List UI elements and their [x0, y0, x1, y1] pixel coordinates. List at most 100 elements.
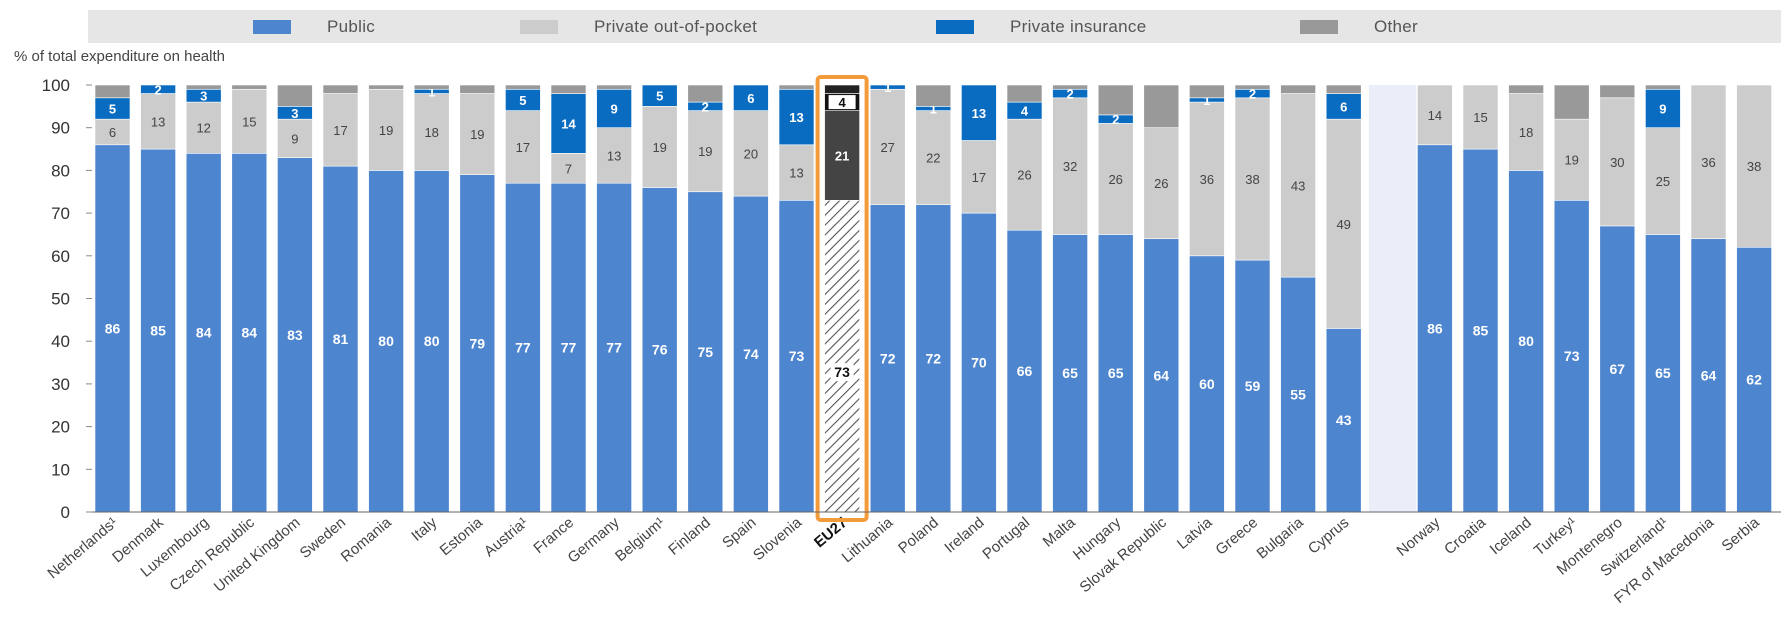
data-label-italy-public: 80 — [424, 333, 440, 349]
data-label-netherlands-public: 86 — [105, 320, 121, 336]
x-tick-label-cyprus: Cyprus — [1305, 514, 1352, 558]
bar-latvia-private-out-of-pocket — [1189, 101, 1225, 257]
bar-croatia-private-out-of-pocket — [1462, 84, 1499, 150]
x-tick-label-bulgaria: Bulgaria — [1254, 514, 1308, 563]
bar-turkey-public — [1553, 199, 1590, 513]
bar-poland-private-out-of-pocket — [915, 110, 952, 205]
bar-estonia-private-out-of-pocket — [459, 93, 496, 175]
data-label-malta-private-insurance: 2 — [1066, 87, 1073, 102]
data-label-slovak-republic-public: 64 — [1154, 367, 1170, 383]
bar-sweden-other — [322, 84, 359, 94]
data-label-latvia-private-insurance: 1 — [1203, 93, 1210, 108]
bar-germany-other — [596, 84, 632, 90]
y-tick-label: 100 — [42, 76, 70, 95]
bar-greece-public — [1234, 259, 1271, 513]
bar-greece-private-out-of-pocket — [1234, 97, 1271, 261]
data-label-united-kingdom-private-insurance: 3 — [291, 106, 298, 121]
bar-fyr-of-macedonia-private-out-of-pocket — [1690, 84, 1727, 240]
data-label-denmark-private-insurance: 2 — [154, 82, 161, 97]
y-axis-title: % of total expenditure on health — [14, 48, 225, 65]
data-label-austria-private-out-of-pocket: 17 — [516, 140, 530, 155]
bar-spain-private-out-of-pocket — [733, 110, 769, 197]
data-label-cyprus-private-out-of-pocket: 49 — [1336, 217, 1350, 232]
y-tick-label: 70 — [51, 204, 70, 223]
data-label-montenegro-private-out-of-pocket: 30 — [1610, 155, 1624, 170]
data-label-turkey-public: 73 — [1564, 348, 1580, 364]
legend-label-public: Public — [327, 16, 376, 36]
bar-switzerland-private-insurance — [1645, 88, 1681, 128]
bar-sweden-public — [322, 165, 359, 513]
data-label-eu27-private-insurance: 4 — [838, 95, 846, 110]
data-label-portugal-private-out-of-pocket: 26 — [1017, 168, 1031, 183]
data-label-poland-private-insurance: 1 — [930, 101, 937, 116]
data-label-hungary-private-insurance: 2 — [1112, 112, 1119, 127]
bar-malta-other — [1052, 84, 1088, 90]
data-label-eu27-public: 73 — [834, 364, 850, 380]
data-label-lithuania-public: 72 — [880, 350, 896, 366]
data-label-turkey-private-out-of-pocket: 19 — [1564, 153, 1578, 168]
bar-finland-public — [687, 191, 724, 513]
bar-hungary-other — [1097, 84, 1134, 116]
highlight-label-bg — [828, 95, 856, 110]
bar-slovak-republic-public — [1143, 238, 1180, 513]
bar-latvia-other — [1189, 84, 1225, 99]
data-label-slovenia-private-insurance: 13 — [789, 110, 803, 125]
bar-denmark-private-out-of-pocket — [140, 93, 176, 150]
data-label-iceland-public: 80 — [1518, 333, 1534, 349]
bar-united-kingdom-other — [277, 84, 313, 107]
bar-iceland-other — [1508, 84, 1544, 94]
data-label-spain-public: 74 — [743, 346, 759, 362]
bar-ireland-public — [961, 212, 997, 513]
data-label-eu27-private-out-of-pocket: 21 — [835, 148, 849, 163]
bar-slovak-republic-other — [1143, 84, 1180, 129]
bar-slovenia-private-out-of-pocket — [778, 144, 815, 201]
data-label-serbia-public: 62 — [1746, 372, 1762, 388]
bar-romania-other — [368, 84, 404, 90]
bar-germany-private-out-of-pocket — [596, 127, 632, 184]
bar-hungary-private-out-of-pocket — [1097, 123, 1134, 235]
legend-item-private-out-of-pocket: Private out-of-pocket — [520, 10, 757, 43]
data-label-france-public: 77 — [561, 340, 577, 356]
bar-cyprus-public — [1325, 328, 1362, 513]
x-tick-label-finland: Finland — [665, 514, 714, 559]
data-label-greece-public: 59 — [1245, 378, 1261, 394]
bar-estonia-public — [459, 174, 496, 513]
legend-swatch-private-out-of-pocket — [520, 19, 558, 34]
bar-bulgaria-other — [1280, 84, 1316, 94]
x-tick-label-serbia: Serbia — [1719, 514, 1764, 555]
bar-lithuania-private-insurance — [869, 84, 906, 90]
data-label-portugal-private-insurance: 4 — [1021, 104, 1029, 119]
data-label-denmark-public: 85 — [150, 323, 166, 339]
data-label-hungary-public: 65 — [1108, 365, 1124, 381]
data-label-sweden-public: 81 — [333, 331, 349, 347]
data-label-norway-public: 86 — [1427, 320, 1443, 336]
highlight-box-eu27 — [815, 75, 869, 522]
y-tick-label: 50 — [51, 290, 70, 309]
x-tick-label-belgium: Belgium¹ — [612, 514, 668, 565]
bar-bulgaria-private-out-of-pocket — [1280, 93, 1316, 278]
data-label-denmark-private-out-of-pocket: 13 — [151, 114, 165, 129]
bar-slovak-republic-private-out-of-pocket — [1143, 127, 1180, 240]
bar-slovenia-private-insurance — [778, 88, 815, 146]
data-label-austria-private-insurance: 5 — [519, 93, 526, 108]
data-label-poland-public: 72 — [926, 350, 942, 366]
bar-lithuania-public — [869, 204, 906, 513]
bar-eu27-public — [824, 199, 860, 513]
bar-romania-public — [368, 170, 404, 513]
bar-switzerland-other — [1645, 84, 1681, 90]
data-label-poland-private-out-of-pocket: 22 — [926, 151, 940, 166]
bar-united-kingdom-private-out-of-pocket — [277, 118, 313, 158]
x-tick-label-portugal: Portugal — [979, 514, 1033, 563]
y-tick-label: 10 — [51, 460, 70, 479]
legend: Public Private out-of-pocket Private ins… — [88, 10, 1781, 43]
bar-fyr-of-macedonia-public — [1690, 238, 1727, 513]
data-label-fyr-of-macedonia-public: 64 — [1701, 367, 1717, 383]
bar-bulgaria-public — [1280, 276, 1316, 513]
bar-romania-private-out-of-pocket — [368, 88, 404, 171]
data-label-sweden-private-out-of-pocket: 17 — [333, 123, 347, 138]
data-label-romania-private-out-of-pocket: 19 — [379, 123, 393, 138]
data-label-serbia-private-out-of-pocket: 38 — [1747, 159, 1761, 174]
data-label-slovak-republic-private-out-of-pocket: 26 — [1154, 176, 1168, 191]
x-tick-label-slovenia: Slovenia — [750, 514, 806, 564]
bar-eu27-other — [824, 84, 860, 94]
